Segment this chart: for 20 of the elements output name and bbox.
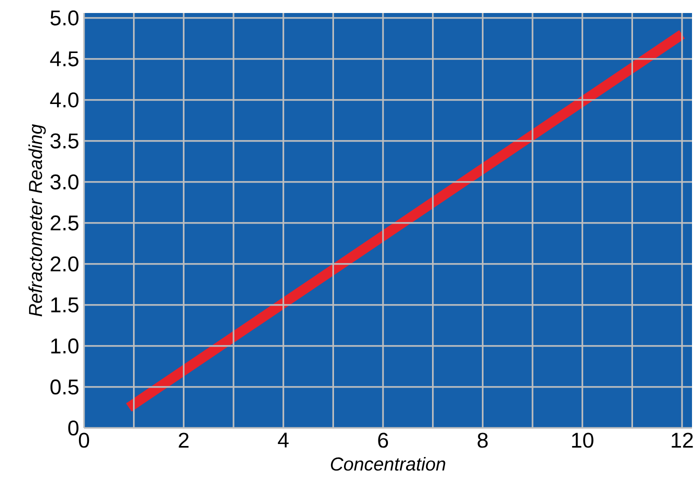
y-tick-label: 0 [68, 420, 78, 436]
y-tick-label: 1.0 [51, 338, 78, 354]
y-tick-label: 0.5 [50, 379, 78, 395]
x-tick-label: 8 [478, 432, 488, 448]
y-tick-label: 2.0 [50, 256, 78, 272]
x-tick-label: 2 [178, 432, 189, 448]
x-tick-label: 4 [278, 432, 289, 448]
y-tick-label: 1.5 [51, 298, 78, 312]
y-tick-label: 2.5 [50, 215, 78, 230]
y-tick-label: 3.5 [50, 133, 78, 148]
x-tick-label: 0 [78, 432, 90, 448]
x-tick-label: 6 [378, 432, 388, 448]
x-axis-title: Concentration [330, 456, 446, 471]
y-tick-label: 5.0 [50, 10, 78, 26]
y-tick-label: 4.0 [50, 92, 78, 108]
y-tick-label: 4.5 [50, 51, 78, 66]
y-tick-label: 3.0 [50, 174, 78, 190]
x-tick-label: 10 [572, 432, 594, 448]
x-tick-label: 12 [672, 432, 693, 448]
y-axis-title: Refractometer Reading [28, 124, 46, 316]
